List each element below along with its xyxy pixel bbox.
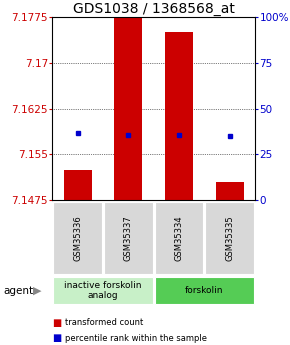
Text: ■: ■ — [52, 318, 61, 327]
Text: GSM35336: GSM35336 — [73, 215, 82, 261]
Text: forskolin: forskolin — [185, 286, 224, 295]
Text: inactive forskolin
analog: inactive forskolin analog — [64, 281, 142, 300]
FancyBboxPatch shape — [53, 201, 102, 275]
Text: ▶: ▶ — [33, 286, 42, 296]
Bar — [216, 182, 244, 200]
Text: transformed count: transformed count — [65, 318, 144, 327]
Bar — [114, 0, 142, 200]
Text: percentile rank within the sample: percentile rank within the sample — [65, 334, 207, 343]
Bar — [64, 170, 92, 200]
FancyBboxPatch shape — [104, 201, 153, 275]
Text: GSM35335: GSM35335 — [225, 215, 234, 261]
FancyBboxPatch shape — [53, 277, 153, 304]
Bar — [165, 32, 193, 200]
Text: GSM35334: GSM35334 — [175, 215, 184, 261]
FancyBboxPatch shape — [155, 201, 203, 275]
Title: GDS1038 / 1368568_at: GDS1038 / 1368568_at — [73, 2, 235, 16]
FancyBboxPatch shape — [205, 201, 254, 275]
Text: agent: agent — [3, 286, 33, 296]
FancyBboxPatch shape — [155, 277, 254, 304]
Text: ■: ■ — [52, 333, 61, 343]
Text: GSM35337: GSM35337 — [124, 215, 133, 261]
